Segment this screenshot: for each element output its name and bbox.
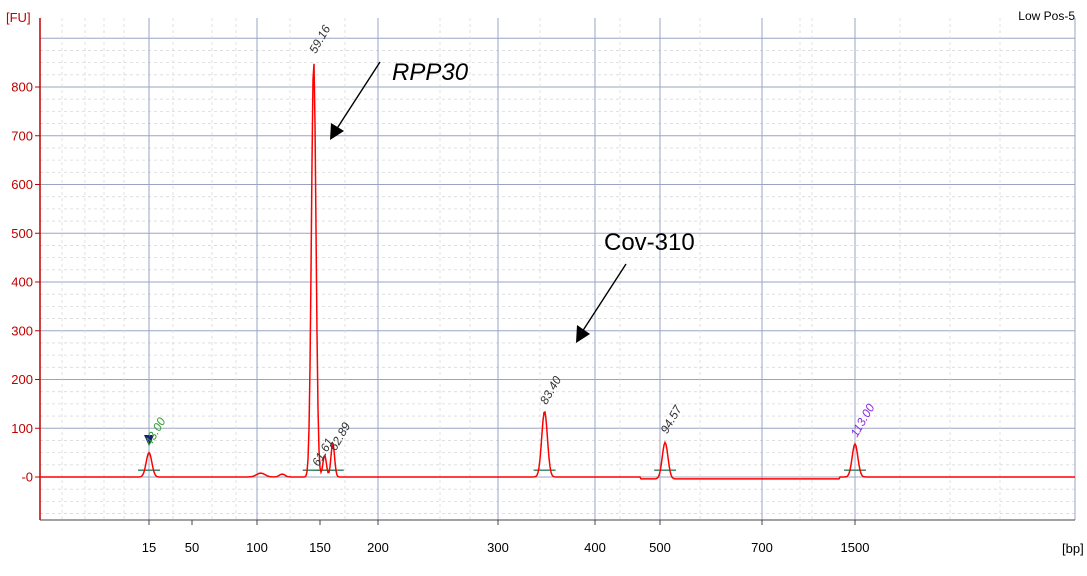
chart-title: Low Pos-5	[1018, 9, 1075, 23]
x-tick-label: 1500	[841, 540, 870, 555]
cov310-annotation: Cov-310	[604, 229, 695, 256]
y-ticks: -0 100 200 300 400 500 600 700 800	[11, 80, 40, 485]
rpp30-annotation: RPP30	[392, 59, 469, 86]
x-tick-label: 100	[246, 540, 268, 555]
x-tick-label: 300	[487, 540, 509, 555]
x-tick-label: 500	[649, 540, 671, 555]
x-ticks: 15 50 100 150 200 300 400 500 700 1500	[142, 520, 870, 555]
rpp30-arrow	[335, 61, 381, 131]
x-tick-label: 15	[142, 540, 156, 555]
cov310-arrow	[581, 263, 627, 333]
x-tick-label: 400	[584, 540, 606, 555]
y-tick-label: 700	[11, 128, 33, 143]
y-tick-label: 400	[11, 275, 33, 290]
rpp30-arrowhead	[330, 123, 344, 140]
y-tick-label: 800	[11, 80, 33, 95]
axes	[39, 18, 1075, 521]
grid-lines	[40, 18, 1076, 520]
fluorescence-trace	[40, 63, 1075, 480]
x-tick-label: 700	[751, 540, 773, 555]
y-tick-label: 600	[11, 177, 33, 192]
y-tick-label: 300	[11, 323, 33, 338]
x-tick-label: 200	[367, 540, 389, 555]
lower-marker-icon	[144, 435, 154, 446]
y-tick-label: -0	[21, 470, 33, 485]
y-tick-label: 100	[11, 421, 33, 436]
y-axis-unit: [FU]	[6, 10, 31, 25]
y-tick-label: 200	[11, 372, 33, 387]
cov310-arrowhead	[576, 325, 590, 343]
x-tick-label: 50	[185, 540, 199, 555]
x-tick-label: 150	[309, 540, 331, 555]
y-tick-label: 500	[11, 226, 33, 241]
x-axis-unit: [bp]	[1062, 541, 1084, 556]
